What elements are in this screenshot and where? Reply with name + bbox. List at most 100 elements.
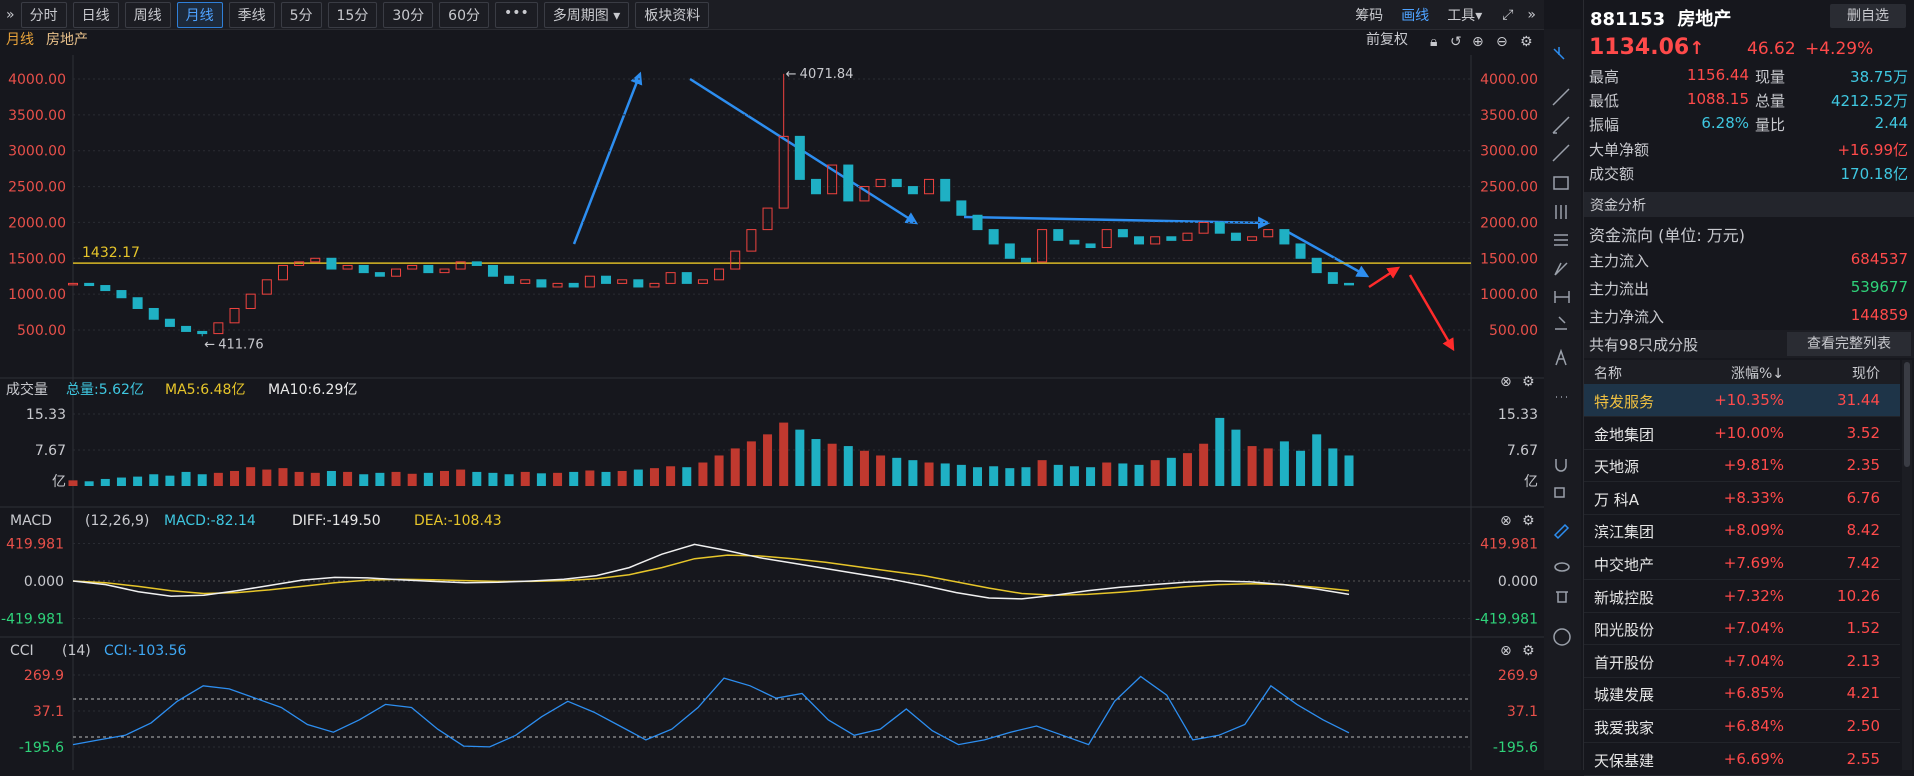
collapse-icon[interactable]: » xyxy=(6,6,15,23)
reset-icon[interactable]: ↺ xyxy=(1450,34,1462,50)
period-tab[interactable]: 多周期图 ▾ xyxy=(543,1,630,28)
period-tab[interactable]: 5分 xyxy=(280,1,322,28)
channel-tool[interactable] xyxy=(1555,205,1567,219)
tool-button[interactable]: 筹码 xyxy=(1355,7,1384,24)
period-tab[interactable]: 分时 xyxy=(20,1,67,28)
candle xyxy=(681,272,692,284)
col-header[interactable]: 名称 xyxy=(1594,366,1622,382)
table-row[interactable]: 滨江集团 +8.09% 8.42 xyxy=(1584,514,1900,548)
settings-icon[interactable]: ⚙ xyxy=(1522,374,1535,390)
tool-button[interactable]: 画线 xyxy=(1401,7,1430,24)
magnet-tool[interactable] xyxy=(1555,459,1567,472)
zoom-in-icon[interactable]: ⊕ xyxy=(1472,34,1484,50)
table-row[interactable]: 万 科A +8.33% 6.76 xyxy=(1584,482,1900,515)
cci-line xyxy=(72,675,1350,748)
price-line: 1134.06↑ xyxy=(1589,35,1704,60)
trend-arrow xyxy=(1287,230,1370,278)
candle xyxy=(68,282,78,286)
candle xyxy=(746,229,757,252)
rect-tool[interactable] xyxy=(1553,176,1569,190)
lock-icon[interactable]: 🔒︎ xyxy=(1430,34,1437,50)
candle xyxy=(181,325,192,332)
volume-bar xyxy=(230,470,240,486)
table-row[interactable]: 阳光股份 +7.04% 1.52 xyxy=(1584,612,1900,646)
fib-tool[interactable] xyxy=(1554,234,1568,246)
period-tab[interactable]: 60分 xyxy=(439,1,489,28)
fullscreen-icon[interactable]: ⤢ xyxy=(1502,6,1514,23)
eye-tool[interactable] xyxy=(1554,562,1570,572)
table-row[interactable]: 金地集团 +10.00% 3.52 xyxy=(1584,417,1900,450)
close-icon[interactable]: ⊗ xyxy=(1500,643,1512,659)
stock-price: 31.44 xyxy=(1837,391,1880,409)
panel-title: CCI xyxy=(10,643,34,659)
fund-value: 684537 xyxy=(1850,250,1908,268)
line-tool[interactable] xyxy=(1552,88,1570,106)
expand-icon[interactable]: » xyxy=(1527,6,1536,23)
delete-tool[interactable] xyxy=(1556,591,1568,603)
candle xyxy=(197,330,208,335)
dropdown-caret: ▾ xyxy=(1475,7,1483,24)
table-row[interactable]: 特发服务 +10.35% 31.44 xyxy=(1584,384,1900,417)
volume-bar xyxy=(504,474,514,486)
volume-bar xyxy=(795,429,805,486)
col-header-sort[interactable]: 涨幅%↓ xyxy=(1708,363,1784,383)
stock-name: 天地源 xyxy=(1594,458,1640,477)
period-tab[interactable]: 日线 xyxy=(72,1,119,28)
table-row[interactable]: 我爱我家 +6.84% 2.50 xyxy=(1584,710,1900,743)
candle xyxy=(875,178,886,188)
table-row[interactable]: 中交地产 +7.69% 7.42 xyxy=(1584,547,1900,580)
tool-button[interactable]: 工具▾ xyxy=(1447,7,1483,24)
y-tick-label: 15.33 xyxy=(26,407,66,423)
chart-area: ⊗ ⚙ ⊗ ⚙ ⊗ ⚙ 🔒︎ ↺ ⊕ ⊖ ⚙ 月线 房地产 前复权 4000.00 40… xyxy=(0,29,1581,770)
period-tab[interactable]: 板块资料 xyxy=(635,1,710,28)
close-icon[interactable]: ⊗ xyxy=(1500,513,1512,529)
settings-icon[interactable]: ⚙ xyxy=(1522,643,1535,659)
settings-icon[interactable]: ⚙ xyxy=(1520,34,1533,50)
remove-watchlist-button[interactable]: 删自选 xyxy=(1830,4,1906,28)
y-tick-label: -419.981 xyxy=(1,612,64,628)
period-tab[interactable]: 周线 xyxy=(124,1,171,28)
stat-label: 量比 xyxy=(1755,116,1786,134)
close-icon[interactable]: ⊗ xyxy=(1500,374,1512,390)
volume-bar xyxy=(1086,467,1096,486)
volume-bar xyxy=(698,462,708,486)
period-tab[interactable]: 月线 xyxy=(176,1,223,28)
gann-tool[interactable] xyxy=(1554,262,1568,276)
candle xyxy=(1344,282,1354,286)
measure-tool[interactable] xyxy=(1554,291,1570,303)
edit-tool[interactable] xyxy=(1553,523,1570,540)
volume-bar xyxy=(1118,463,1128,486)
table-row[interactable]: 天地源 +9.81% 2.35 xyxy=(1584,449,1900,483)
text-tool[interactable] xyxy=(1555,348,1567,366)
wave-tool[interactable] xyxy=(1555,316,1567,330)
volume-bar xyxy=(1005,468,1015,486)
zoom-out-icon[interactable]: ⊖ xyxy=(1496,34,1508,50)
period-tab[interactable]: ••• xyxy=(494,1,538,28)
period-tab[interactable]: 30分 xyxy=(383,1,434,28)
low-label: 411.76 xyxy=(218,337,264,352)
copy-tool[interactable] xyxy=(1554,487,1565,498)
pin-icon[interactable] xyxy=(1553,47,1565,60)
y-tick-label-right: 15.33 xyxy=(1498,407,1538,423)
change-pct: +7.04% xyxy=(1723,619,1784,638)
table-row[interactable]: 天保基建 +6.69% 2.55 xyxy=(1584,743,1900,776)
y-tick-label-right: 419.981 xyxy=(1480,537,1538,553)
col-header[interactable]: 涨幅% xyxy=(1730,366,1773,382)
table-row[interactable]: 城建发展 +6.85% 4.21 xyxy=(1584,677,1900,711)
segment-tool[interactable] xyxy=(1552,144,1570,162)
settings-icon[interactable]: ⚙ xyxy=(1522,513,1535,529)
y-tick-label-right: -195.6 xyxy=(1493,740,1538,756)
table-row[interactable]: 首开股份 +7.04% 2.13 xyxy=(1584,645,1900,678)
volume-bar xyxy=(666,466,676,486)
table-row[interactable]: 新城控股 +7.32% 10.26 xyxy=(1584,580,1900,613)
full-list-button[interactable]: 查看完整列表 xyxy=(1787,332,1911,356)
ray-tool[interactable] xyxy=(1552,116,1570,134)
period-tab[interactable]: 15分 xyxy=(327,1,378,28)
period-tab[interactable]: 季线 xyxy=(228,1,275,28)
scrollbar-thumb[interactable] xyxy=(1904,362,1910,467)
volume-bar xyxy=(133,476,143,486)
volume-bar xyxy=(456,469,466,486)
help-icon[interactable] xyxy=(1553,628,1571,646)
col-header[interactable]: 现价 xyxy=(1852,366,1880,382)
volume-bar xyxy=(68,480,78,486)
